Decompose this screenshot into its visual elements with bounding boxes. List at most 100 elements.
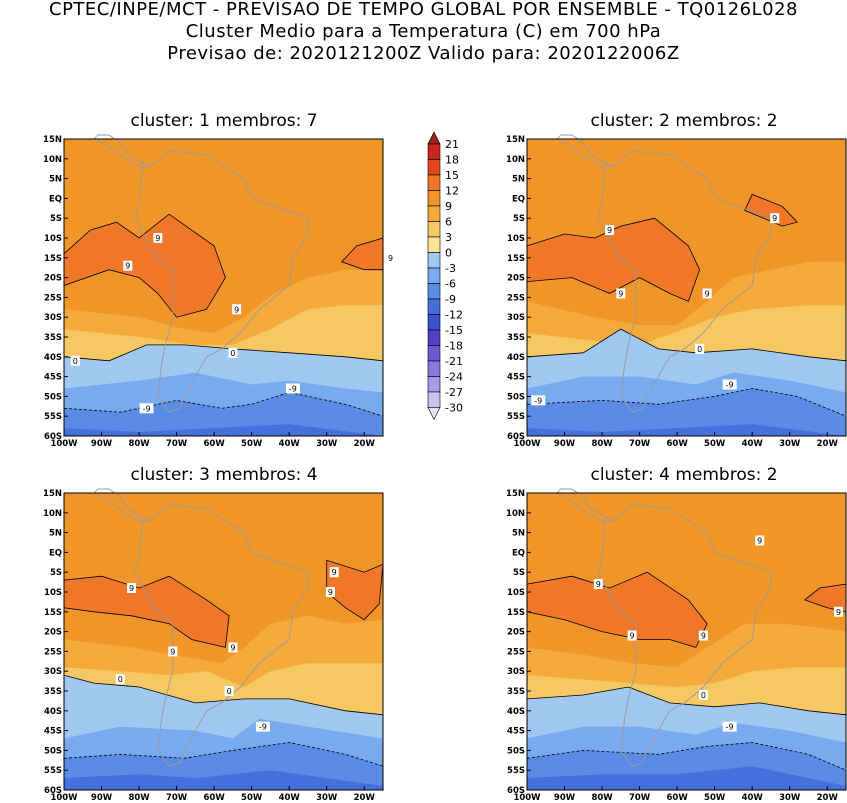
contour-label: 9 [702, 288, 712, 299]
colorbar-level-label: -9 [445, 293, 456, 306]
contour-label-box [224, 686, 234, 696]
lat-tick-label: 20S [507, 274, 525, 284]
lon-tick-label: 50W [704, 793, 726, 803]
colorbar-swatch [427, 283, 441, 300]
lat-tick-label: 50S [44, 392, 62, 402]
contour-label-box [722, 379, 737, 390]
lat-tick-label: 50S [507, 392, 525, 402]
lon-tick-label: 80W [591, 793, 613, 803]
lat-tick-label: 50S [507, 746, 525, 756]
lat-tick-label: 35S [44, 687, 62, 697]
contour-label-text: 9 [328, 588, 333, 597]
lon-tick-label: 40W [279, 439, 301, 449]
warm-core-west [63, 213, 226, 318]
lat-tick-label: EQ [49, 548, 62, 558]
colorbar-swatch [427, 360, 441, 377]
colorbar-swatch [427, 391, 441, 408]
contour-label-box [325, 587, 335, 597]
panel-title-cluster-3: cluster: 3 membros: 4 [130, 465, 318, 485]
colorbar-level-label: 3 [445, 231, 452, 244]
lat-tick-label: 60S [44, 786, 62, 796]
contour-label-text: 0 [230, 349, 235, 358]
lon-tick-label: 50W [241, 793, 263, 803]
lat-tick-label: 30S [44, 313, 62, 323]
lat-tick-label: 5S [50, 568, 62, 578]
lat-tick-label: 60S [44, 432, 62, 442]
map-panel-cluster-4: 9 9 9 9 9 0 -9 15N 10N 5N EQ 5S 10S 15S 20S 25S 30S 35S 40… [506, 488, 847, 803]
coastline-central-america [93, 488, 151, 522]
lat-tick-label: 55S [507, 412, 525, 422]
contour-label-text: 9 [388, 254, 393, 263]
lon-tick-label: 40W [279, 793, 301, 803]
contour-label: 9 [153, 233, 163, 243]
contour-label: 9 [329, 567, 339, 578]
lon-tick-label: 100W [513, 793, 541, 803]
lat-tick-label: 10N [43, 155, 62, 165]
lat-tick-label: 55S [507, 766, 525, 776]
contour-label-box [139, 403, 154, 414]
warm-core-east [744, 193, 798, 227]
colorbar-bottom-arrow [427, 407, 441, 421]
warm-core-west [526, 217, 701, 302]
lon-tick-label: 20W [354, 793, 376, 803]
lon-tick-label: 70W [629, 793, 651, 803]
contour-label-text: 9 [705, 289, 710, 298]
lat-tick-label: 35S [44, 333, 62, 343]
lon-tick-label: 80W [128, 439, 150, 449]
colorbar-level-label: -3 [445, 262, 456, 275]
contour-label-box [285, 383, 300, 394]
contour-label-box [616, 288, 626, 299]
chart-title-line-3: Previsao de: 2020121200Z Valido para: 20… [167, 43, 680, 64]
contour-label-text: 9 [757, 537, 762, 546]
contour-label-text: 9 [701, 632, 706, 641]
lat-tick-label: 40S [507, 353, 525, 363]
lat-tick-label: 45S [507, 727, 525, 737]
contour-label: -9 [255, 721, 270, 732]
lat-tick-label: 10S [507, 588, 525, 598]
colorbar-level-label: -18 [445, 340, 463, 353]
coastline-south-america [597, 504, 772, 767]
lon-tick-label: 100W [50, 793, 78, 803]
colorbar-swatch [427, 236, 441, 253]
colorbar-swatch [427, 143, 441, 160]
lon-tick-label: 20W [817, 439, 839, 449]
lat-tick-label: 5N [49, 529, 62, 539]
map-frame [63, 492, 384, 791]
contour-label: 0 [70, 355, 80, 366]
colorbar-level-label: -30 [445, 402, 463, 415]
contour-label-text: 9 [607, 226, 612, 235]
warm-core-west [526, 571, 708, 648]
lat-tick-label: 10S [44, 588, 62, 598]
contour-label-box [531, 395, 546, 406]
map-panel-cluster-2: 9 9 9 9 0 -9 -9 15N 10N 5N EQ 5S 10S 15S 20S 25S 30S 35S 4… [506, 134, 847, 449]
panel-title-cluster-2: cluster: 2 membros: 2 [590, 111, 778, 131]
lat-tick-label: 55S [44, 412, 62, 422]
lon-tick-label: 90W [91, 793, 113, 803]
contour-label-box [770, 213, 780, 224]
lat-tick-label: 5S [50, 214, 62, 224]
contour-label-box [123, 260, 133, 271]
contour-label-text: -9 [726, 381, 734, 390]
lon-tick-label: 20W [354, 439, 376, 449]
contour-label: 9 [616, 288, 626, 299]
colorbar-level-label: -24 [445, 371, 463, 384]
colorbar-swatch [427, 329, 441, 346]
contour-label: 0 [115, 674, 125, 685]
colorbar-swatch [427, 376, 441, 393]
contour-0 [526, 328, 847, 362]
lon-tick-label: 30W [316, 439, 338, 449]
colorbar-level-label: 0 [445, 247, 452, 260]
contour-label: 0 [224, 686, 234, 696]
lat-tick-label: 30S [44, 667, 62, 677]
contour-label-text: 0 [227, 687, 232, 696]
band-minus-12 [527, 766, 846, 790]
colorbar-level-label: -6 [445, 278, 456, 291]
contour-label-box [695, 343, 705, 354]
colorbar-swatch [427, 190, 441, 207]
warm-core-east [326, 559, 384, 621]
contour-label-box [255, 721, 270, 732]
chart-title-line-1: CPTEC/INPE/MCT - PREVISAO DE TEMPO GLOBA… [49, 0, 798, 20]
lat-tick-label: 15S [507, 254, 525, 264]
contour-label: 9 [123, 260, 133, 271]
lon-tick-label: 80W [128, 793, 150, 803]
